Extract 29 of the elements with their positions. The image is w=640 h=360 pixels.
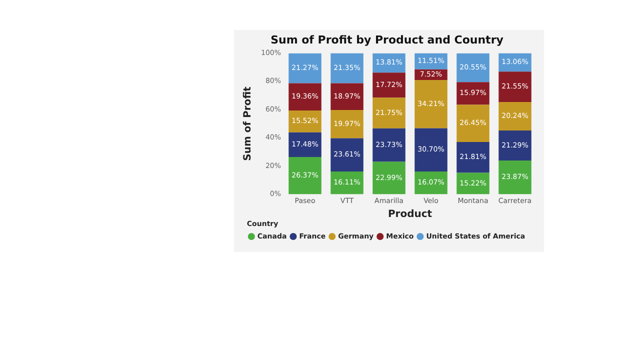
bar — [288, 132, 322, 158]
bar — [372, 98, 406, 128]
bar — [330, 138, 364, 172]
bar — [456, 172, 490, 194]
x-axis-title: Product — [388, 209, 432, 220]
bar — [456, 104, 490, 142]
bar — [372, 128, 406, 162]
bar — [456, 53, 490, 82]
bar — [330, 83, 364, 110]
bar — [288, 110, 322, 132]
bar — [456, 142, 490, 173]
bar — [288, 157, 322, 194]
chart-title: Sum of Profit by Product and Country — [270, 33, 504, 46]
bar — [414, 128, 448, 172]
y-axis-title: Sum of Profit — [242, 86, 254, 161]
bar — [498, 72, 532, 102]
bar — [330, 110, 364, 138]
bar — [414, 80, 448, 128]
bar — [330, 171, 364, 194]
bar — [372, 162, 406, 194]
bar — [372, 72, 406, 98]
bar — [456, 82, 490, 105]
bar — [288, 53, 322, 84]
bar — [498, 130, 532, 161]
bar — [498, 102, 532, 131]
bar — [498, 160, 532, 194]
bar — [288, 83, 322, 110]
bar — [414, 172, 448, 194]
bar — [330, 53, 364, 84]
